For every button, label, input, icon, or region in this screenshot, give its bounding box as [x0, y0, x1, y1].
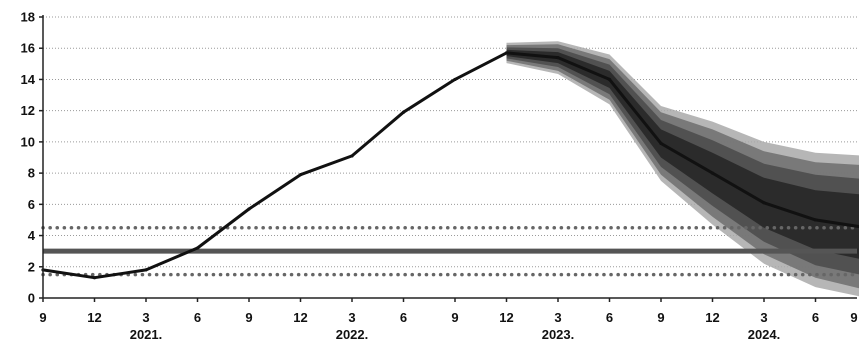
y-axis-tick-labels: 0 2 4 6 8 10 12 14 16 18 [21, 10, 36, 306]
y-tick-label: 10 [21, 134, 35, 149]
x-tick-label: 12 [499, 310, 513, 325]
data-point [607, 77, 612, 82]
reference-lines [41, 226, 859, 277]
x-tick-label: 9 [245, 310, 252, 325]
y-tick-label: 18 [21, 10, 35, 25]
data-point [144, 268, 148, 272]
x-tick-label: 12 [293, 310, 307, 325]
x-tick-label: 12 [87, 310, 101, 325]
inflation-series [41, 51, 859, 280]
year-label: 2021. [130, 327, 163, 342]
data-point [556, 55, 560, 60]
x-tick-label: 3 [554, 310, 561, 325]
y-tick-label: 8 [28, 166, 35, 181]
data-point [298, 173, 303, 177]
y-tick-label: 2 [28, 259, 35, 274]
data-point [350, 154, 354, 158]
y-tick-label: 12 [21, 103, 35, 118]
year-label: 2023. [542, 327, 575, 342]
data-point [195, 246, 200, 250]
x-tick-label: 9 [39, 310, 46, 325]
year-label: 2024. [748, 327, 781, 342]
y-tick-label: 14 [21, 72, 36, 87]
x-tick-label: 3 [348, 310, 355, 325]
data-point [762, 201, 766, 205]
x-axis-tick-labels: 9 12 3 6 9 12 3 6 9 12 3 6 9 12 3 6 9 [39, 310, 857, 325]
data-point [92, 276, 97, 280]
x-tick-label: 3 [760, 310, 767, 325]
data-point [659, 141, 663, 146]
data-point [247, 207, 251, 211]
x-tick-label: 6 [812, 310, 819, 325]
y-tick-label: 4 [28, 228, 36, 243]
year-label: 2022. [336, 327, 369, 342]
year-labels: 2021. 2022. 2023. 2024. [130, 327, 781, 342]
x-tick-label: 3 [142, 310, 149, 325]
data-point [453, 77, 457, 82]
data-point [504, 51, 509, 55]
x-tick-label: 6 [606, 310, 613, 325]
axes [39, 15, 857, 302]
y-tick-label: 16 [21, 41, 35, 56]
data-point [710, 171, 715, 175]
y-tick-label: 6 [28, 197, 35, 212]
data-point [401, 110, 406, 114]
x-tick-label: 6 [400, 310, 407, 325]
x-tick-label: 12 [705, 310, 719, 325]
x-tick-label: 9 [850, 310, 857, 325]
x-tick-label: 9 [657, 310, 664, 325]
x-tick-label: 6 [194, 310, 201, 325]
x-tick-label: 9 [451, 310, 458, 325]
data-point [813, 218, 818, 222]
y-tick-label: 0 [28, 291, 35, 306]
